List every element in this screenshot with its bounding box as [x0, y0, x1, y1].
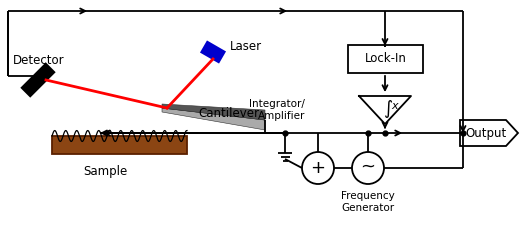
- Text: Output: Output: [465, 126, 506, 139]
- Text: Laser: Laser: [230, 39, 262, 53]
- Text: Integrator/
Amplifier: Integrator/ Amplifier: [249, 99, 305, 121]
- Polygon shape: [162, 104, 265, 120]
- FancyBboxPatch shape: [52, 136, 187, 154]
- FancyBboxPatch shape: [348, 45, 423, 73]
- FancyBboxPatch shape: [21, 62, 56, 98]
- Text: $x$: $x$: [391, 101, 399, 111]
- Polygon shape: [162, 108, 265, 120]
- FancyBboxPatch shape: [200, 40, 226, 63]
- Text: Frequency
Generator: Frequency Generator: [341, 191, 395, 213]
- Text: ~: ~: [360, 158, 376, 176]
- Text: Cantilever: Cantilever: [198, 107, 259, 120]
- Text: $\int$: $\int$: [383, 98, 393, 120]
- Text: Detector: Detector: [13, 54, 65, 66]
- Polygon shape: [162, 108, 265, 130]
- Text: Lock-In: Lock-In: [365, 53, 406, 65]
- Text: +: +: [310, 159, 326, 177]
- Text: Sample: Sample: [83, 165, 127, 178]
